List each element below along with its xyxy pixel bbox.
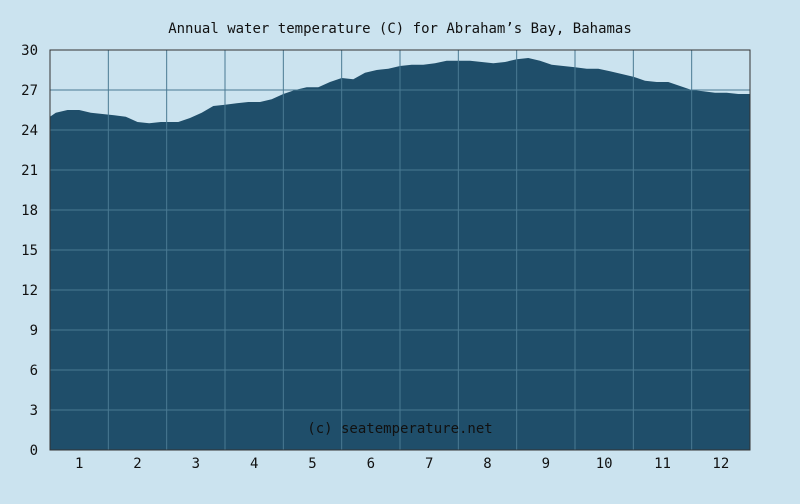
y-tick-label: 21 [21, 163, 38, 179]
x-tick-label: 6 [367, 456, 375, 472]
y-tick-label: 27 [21, 83, 38, 99]
x-tick-label: 7 [425, 456, 433, 472]
y-tick-label: 9 [30, 323, 38, 339]
watermark: (c) seatemperature.net [307, 421, 492, 437]
x-tick-label: 5 [308, 456, 316, 472]
y-tick-label: 3 [30, 403, 38, 419]
chart-title: Annual water temperature (C) for Abraham… [168, 21, 632, 37]
x-tick-label: 9 [542, 456, 550, 472]
x-tick-label: 4 [250, 456, 258, 472]
y-tick-label: 18 [21, 203, 38, 219]
y-tick-label: 0 [30, 443, 38, 459]
x-tick-label: 12 [712, 456, 729, 472]
plot-frame [49, 49, 751, 451]
x-tick-label: 11 [654, 456, 671, 472]
y-tick-label: 24 [21, 123, 38, 139]
x-tick-label: 8 [483, 456, 491, 472]
y-tick-label: 6 [30, 363, 38, 379]
y-tick-label: 15 [21, 243, 38, 259]
x-tick-label: 3 [192, 456, 200, 472]
x-tick-label: 10 [596, 456, 613, 472]
x-tick-label: 1 [75, 456, 83, 472]
x-tick-label: 2 [133, 456, 141, 472]
y-tick-label: 30 [21, 43, 38, 59]
y-tick-label: 12 [21, 283, 38, 299]
